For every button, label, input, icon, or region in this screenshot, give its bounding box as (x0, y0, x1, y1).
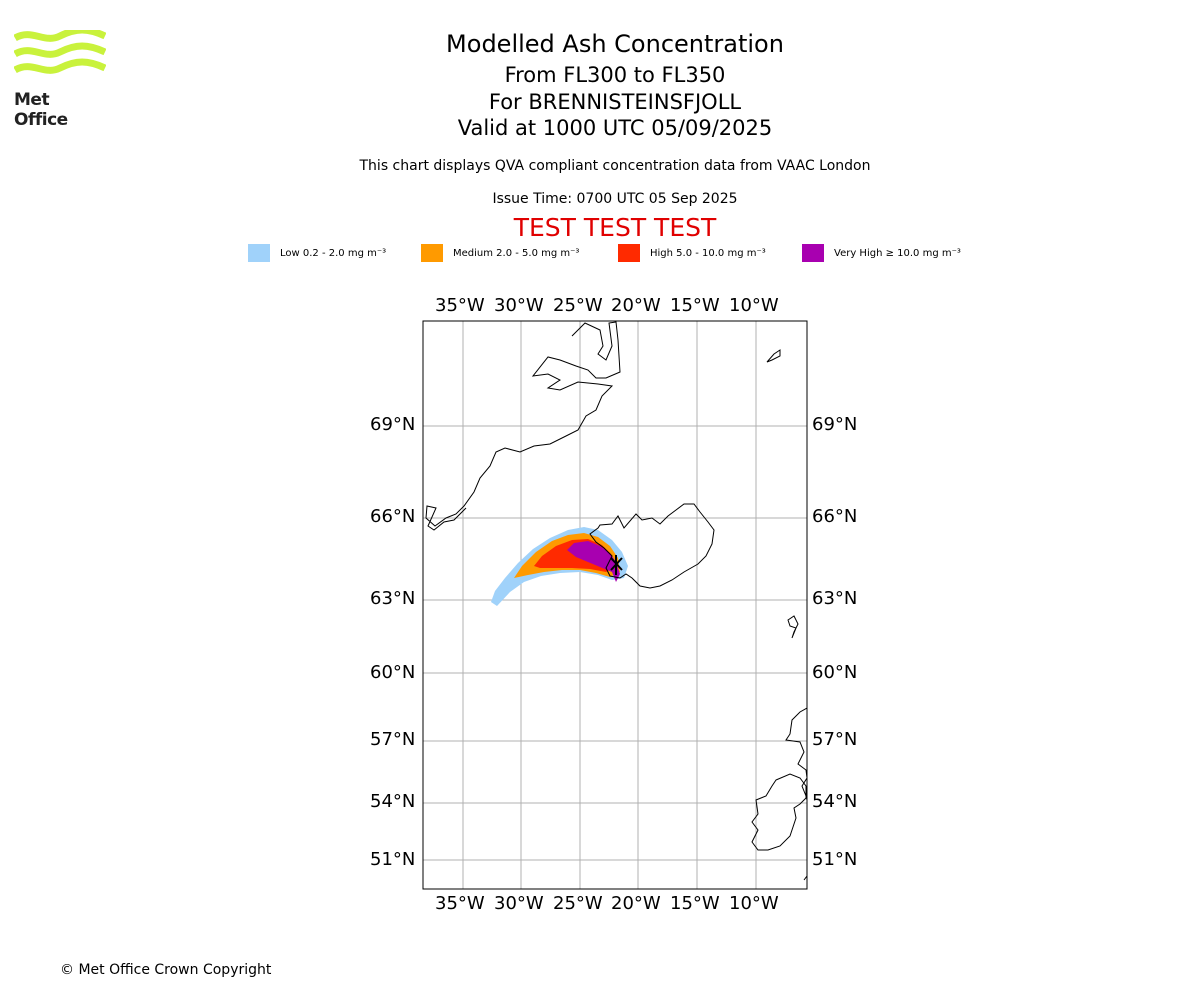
lat-label-right-66n: 66°N (812, 506, 858, 527)
legend-swatch-high (618, 244, 640, 262)
lon-label-bottom-20w: 20°W (611, 893, 661, 914)
legend-swatch-medium (421, 244, 443, 262)
lat-label-left-63n: 63°N (370, 588, 416, 609)
lon-label-top-20w: 20°W (611, 295, 661, 316)
lat-label-left-69n: 69°N (370, 414, 416, 435)
legend-item-very-high: Very High ≥ 10.0 mg m⁻³ (802, 243, 961, 263)
met-office-wordmark: Met Office (14, 90, 68, 130)
legend-label-high: High 5.0 - 10.0 mg m⁻³ (650, 247, 766, 259)
lat-label-left-54n: 54°N (370, 791, 416, 812)
coastline-jan-mayen (766, 349, 781, 363)
lon-label-bottom-35w: 35°W (435, 893, 485, 914)
legend-label-low: Low 0.2 - 2.0 mg m⁻³ (280, 247, 387, 259)
lat-label-right-51n: 51°N (812, 849, 858, 870)
lon-label-bottom-15w: 15°W (670, 893, 720, 914)
legend-item-medium: Medium 2.0 - 5.0 mg m⁻³ (421, 243, 579, 263)
legend-item-low: Low 0.2 - 2.0 mg m⁻³ (248, 243, 386, 263)
lat-label-right-60n: 60°N (812, 662, 858, 683)
legend-item-high: High 5.0 - 10.0 mg m⁻³ (618, 243, 766, 263)
legend-label-very-high: Very High ≥ 10.0 mg m⁻³ (834, 247, 961, 259)
lat-label-right-63n: 63°N (812, 588, 858, 609)
lon-label-top-30w: 30°W (494, 295, 544, 316)
lat-label-left-66n: 66°N (370, 506, 416, 527)
lat-label-left-60n: 60°N (370, 662, 416, 683)
qva-note: This chart displays QVA compliant concen… (359, 158, 871, 174)
lon-label-bottom-10w: 10°W (729, 893, 779, 914)
coastline-scotland (785, 707, 807, 779)
legend-label-medium: Medium 2.0 - 5.0 mg m⁻³ (453, 247, 580, 259)
copyright: © Met Office Crown Copyright (60, 962, 272, 978)
coastline-faroe (787, 615, 799, 639)
lat-label-right-54n: 54°N (812, 791, 858, 812)
met-office-logo: Met Office (13, 26, 107, 130)
lon-label-bottom-30w: 30°W (494, 893, 544, 914)
lon-label-bottom-25w: 25°W (553, 893, 603, 914)
coastlines (425, 321, 807, 881)
map-gridlines (423, 321, 807, 889)
lon-label-top-35w: 35°W (435, 295, 485, 316)
lat-label-right-57n: 57°N (812, 729, 858, 750)
lat-label-left-57n: 57°N (370, 729, 416, 750)
chart-title: Modelled Ash Concentration (446, 30, 784, 58)
volcano-vent-marker (610, 555, 623, 575)
valid-time: Valid at 1000 UTC 05/09/2025 (457, 116, 773, 140)
test-banner: TEST TEST TEST (513, 213, 717, 242)
lon-label-top-10w: 10°W (729, 295, 779, 316)
coastline-iceland (589, 503, 715, 589)
met-office-waves-icon (13, 26, 107, 74)
lon-label-top-15w: 15°W (670, 295, 720, 316)
legend-swatch-low (248, 244, 270, 262)
lat-label-right-69n: 69°N (812, 414, 858, 435)
lon-label-top-25w: 25°W (553, 295, 603, 316)
coastline-ireland (751, 773, 807, 851)
map-frame (422, 320, 808, 890)
coastline-greenland (425, 321, 621, 531)
flight-levels: From FL300 to FL350 (504, 63, 726, 87)
issue-time: Issue Time: 0700 UTC 05 Sep 2025 (492, 191, 738, 207)
lat-label-left-51n: 51°N (370, 849, 416, 870)
legend-swatch-very-high (802, 244, 824, 262)
volcano-name: For BRENNISTEINSFJOLL (488, 90, 742, 114)
